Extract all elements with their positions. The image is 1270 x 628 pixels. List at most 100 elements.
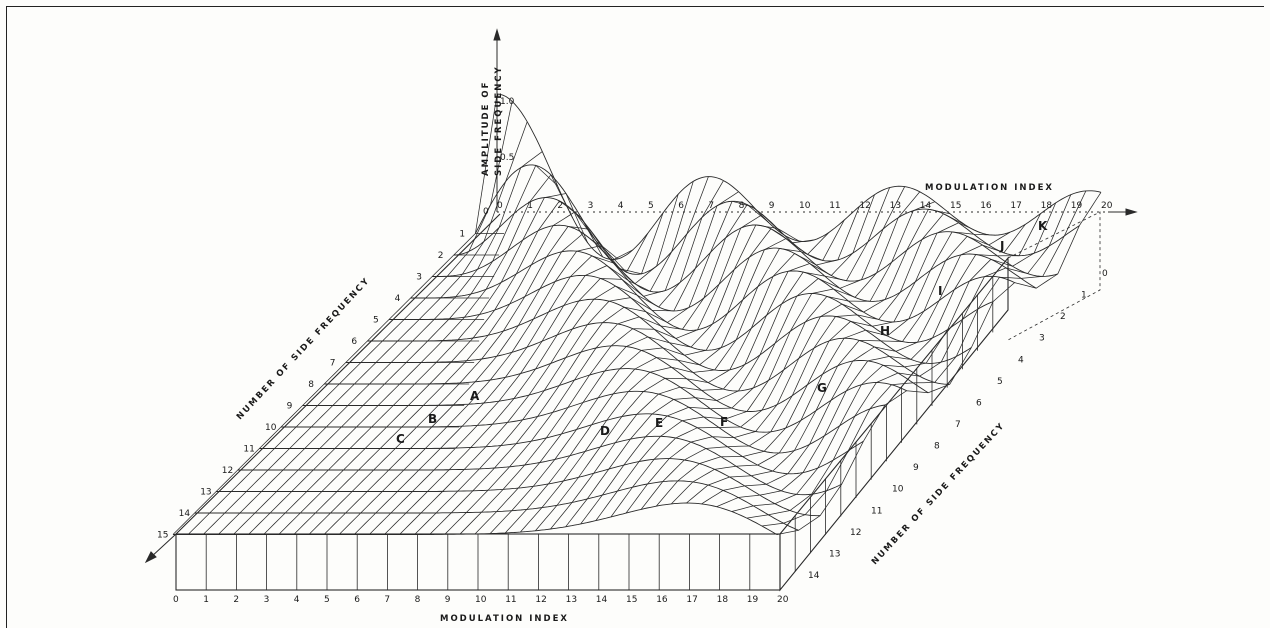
side-frequency-tick-right: 8 <box>934 442 940 452</box>
modulation-index-tick-back: 8 <box>739 201 745 211</box>
side-frequency-tick-left: 5 <box>373 316 379 326</box>
modulation-index-tick-back: 4 <box>618 201 624 211</box>
surface-line-index <box>384 176 709 535</box>
modulation-index-tick-back: 3 <box>588 201 594 211</box>
modulation-index-tick-bottom: 17 <box>686 595 697 605</box>
side-frequency-tick-right: 9 <box>913 463 919 473</box>
curve-label: E <box>655 416 663 430</box>
side-frequency-tick-right: 1 <box>1081 291 1087 301</box>
modulation-index-tick-bottom: 4 <box>294 595 300 605</box>
surface-line-index <box>565 187 890 528</box>
side-frequency-tick-left: 4 <box>395 294 401 304</box>
surface-line-index <box>474 224 800 535</box>
surface-line-index <box>686 231 1011 504</box>
modulation-index-tick-bottom: 13 <box>566 595 577 605</box>
modulation-index-ticks-bottom: 0 1 2 3 4 5 6 7 8 9 10 11 12 13 14 15 16 17 18 19 20 <box>173 595 789 605</box>
surface-line-order <box>194 480 799 531</box>
surface-line-index <box>429 200 754 535</box>
modulation-index-tick-bottom: 0 <box>173 595 179 605</box>
surface-line-index <box>504 231 830 534</box>
surface-line-index <box>550 194 875 530</box>
modulation-index-tick-back: 15 <box>950 201 961 211</box>
modulation-index-tick-bottom: 10 <box>475 595 487 605</box>
side-frequency-tick-right: 5 <box>997 377 1003 387</box>
side-frequency-tick-right: 3 <box>1039 334 1045 344</box>
side-frequency-tick-right: 4 <box>1018 355 1024 365</box>
side-frequency-tick-right: 11 <box>871 506 882 516</box>
surface-line-index <box>187 101 513 535</box>
modulation-index-tick-bottom: 5 <box>324 595 330 605</box>
base-right-ticks <box>794 276 994 572</box>
surface-line-index <box>414 191 739 535</box>
curve-label: A <box>470 389 480 403</box>
curve-label: I <box>938 284 942 298</box>
surface-line-index <box>233 164 558 535</box>
modulation-index-tick-bottom: 7 <box>384 595 390 605</box>
surface-line-index <box>716 213 1041 508</box>
axes <box>144 28 1138 564</box>
surface-line-index <box>580 186 906 525</box>
frame-left-rule <box>6 6 7 628</box>
curve-labels: A B C D E F G H I J K <box>396 219 1048 446</box>
modulation-index-tick-back: 2 <box>557 201 563 211</box>
modulation-index-tick-bottom: 6 <box>354 595 360 605</box>
surface-line-index <box>218 151 543 535</box>
modulation-index-tick-back: 12 <box>859 201 870 211</box>
side-frequency-axis-ext <box>149 533 177 559</box>
modulation-index-tick-back: 18 <box>1041 201 1053 211</box>
side-frequency-tick-left: 8 <box>308 380 314 390</box>
surface-line-index <box>761 190 1087 527</box>
side-frequency-tick-right: 0 <box>1102 269 1108 279</box>
modulation-index-tick-back: 19 <box>1071 201 1083 211</box>
modulation-index-tick-bottom: 16 <box>656 595 668 605</box>
side-frequency-tick-right: 13 <box>829 549 840 559</box>
side-frequency-axis-arrow <box>144 551 157 564</box>
surface-line-index <box>640 213 966 510</box>
surface-line-order <box>302 368 907 433</box>
surface-line-index <box>595 191 921 521</box>
side-frequency-tick-right: 10 <box>892 485 904 495</box>
modulation-index-tick-back: 17 <box>1010 201 1021 211</box>
surface-line-index <box>444 204 770 535</box>
modulation-index-tick-bottom: 18 <box>717 595 729 605</box>
curve-label: K <box>1038 219 1048 233</box>
surface-line-index <box>535 206 860 532</box>
side-frequency-tick-left: 15 <box>157 531 168 541</box>
surface-line-index <box>353 194 679 535</box>
surface-line-index <box>293 211 619 535</box>
curve-label: C <box>396 432 405 446</box>
modulation-index-tick-back: 16 <box>980 201 992 211</box>
surface-line-index <box>248 174 573 535</box>
amplitude-axis-arrow <box>493 28 501 41</box>
surface-line-index <box>655 222 981 507</box>
surface-line-index <box>671 231 996 505</box>
side-frequency-tick-left: 13 <box>200 488 211 498</box>
amplitude-tick: 1.0 <box>500 97 515 107</box>
modulation-index-tick-back: 13 <box>890 201 901 211</box>
surface-line-index <box>399 180 724 535</box>
modulation-index-tick-bottom: 9 <box>445 595 451 605</box>
modulation-index-tick-bottom: 20 <box>777 595 789 605</box>
modulation-index-title-back: MODULATION INDEX <box>925 183 1054 193</box>
amplitude-ticks: 1.0 0.5 0 <box>483 97 515 217</box>
surface-line-order <box>281 390 886 454</box>
surface-line-order <box>496 93 1102 260</box>
amplitude-title-line2: SIDE FREQUENCY <box>494 65 504 176</box>
side-frequency-tick-right: 7 <box>955 420 961 430</box>
surface-line-index <box>610 201 936 518</box>
base-front-ticks <box>205 534 751 590</box>
side-frequency-tick-left: 3 <box>416 273 422 283</box>
side-frequency-tick-left: 7 <box>330 359 336 369</box>
curve-label: G <box>817 381 827 395</box>
modulation-index-tick-bottom: 11 <box>505 595 516 605</box>
side-frequency-tick-left: 2 <box>438 251 444 261</box>
amplitude-title-line1: AMPLITUDE OF <box>481 81 491 176</box>
curve-label: D <box>600 424 610 438</box>
surface-line-index <box>701 223 1026 505</box>
modulation-index-tick-bottom: 3 <box>264 595 270 605</box>
side-frequency-tick-left: 9 <box>287 402 293 412</box>
surface-line-index <box>323 232 649 535</box>
modulation-index-tick-bottom: 2 <box>233 595 239 605</box>
